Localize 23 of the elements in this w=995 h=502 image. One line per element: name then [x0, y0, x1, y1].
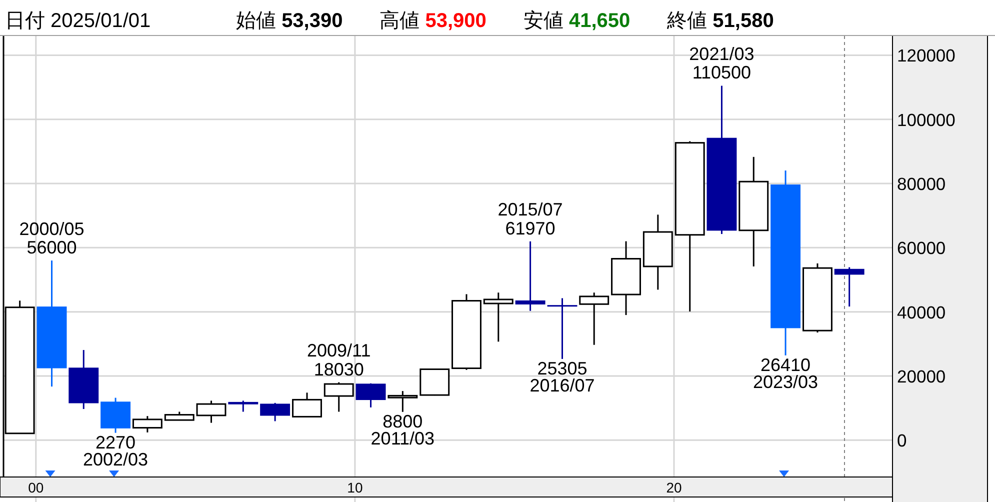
header-value: 終値 51,580 [667, 10, 774, 32]
y-tick-label: 40000 [897, 302, 946, 322]
title: 日付 2025/01/01 [5, 10, 151, 32]
header-value: 安値 41,650 [523, 10, 630, 32]
x-tick-label: 20 [666, 480, 682, 496]
annotation: 18030 [314, 359, 364, 380]
x-tick-label: 10 [347, 480, 363, 496]
y-tick-label: 100000 [897, 110, 956, 130]
annotation: 110500 [692, 62, 752, 83]
y-tick-label: 0 [897, 430, 907, 451]
annotation: 56000 [26, 238, 77, 258]
header-value: 高値 53,900 [380, 10, 486, 32]
header-value: 始値 53,390 [236, 10, 343, 32]
annotation: 61970 [505, 218, 556, 238]
annotation: 2015/07 [498, 200, 563, 220]
annotation: 2009/11 [307, 340, 371, 361]
x-tick-label: 00 [28, 480, 44, 496]
y-tick-label: 80000 [897, 174, 946, 194]
y-tick-label: 20000 [897, 366, 946, 386]
y-tick-label: 120000 [897, 46, 956, 66]
annotation: 2000/05 [19, 218, 84, 239]
y-tick-label: 60000 [897, 238, 946, 258]
annotation: 2021/03 [689, 44, 754, 64]
